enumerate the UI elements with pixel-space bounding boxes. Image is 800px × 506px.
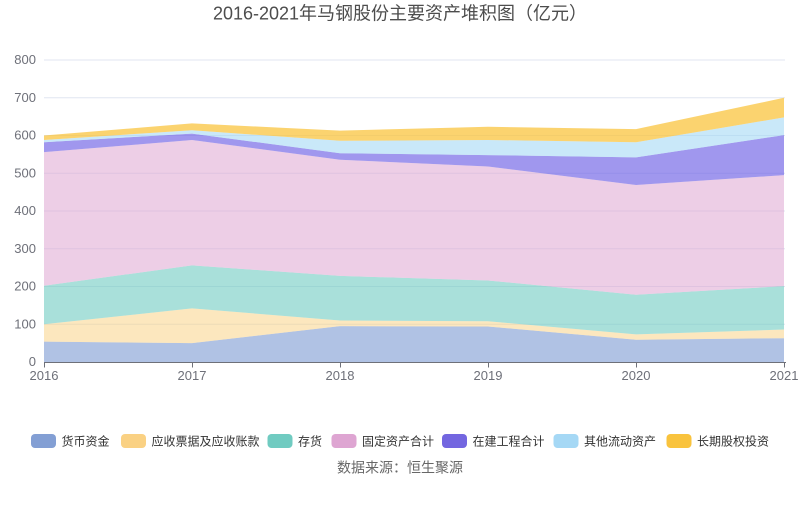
svg-text:400: 400 xyxy=(14,203,36,218)
svg-text:800: 800 xyxy=(14,52,36,67)
svg-text:在建工程合计: 在建工程合计 xyxy=(473,434,545,449)
svg-text:2021: 2021 xyxy=(770,368,799,383)
svg-text:500: 500 xyxy=(14,165,36,180)
svg-text:2018: 2018 xyxy=(326,368,355,383)
svg-text:2016-2021年马钢股份主要资产堆积图（亿元）: 2016-2021年马钢股份主要资产堆积图（亿元） xyxy=(213,4,587,24)
svg-text:300: 300 xyxy=(14,241,36,256)
svg-text:700: 700 xyxy=(14,90,36,105)
svg-text:长期股权投资: 长期股权投资 xyxy=(697,434,769,449)
svg-text:应收票据及应收账款: 应收票据及应收账款 xyxy=(152,434,260,449)
svg-text:600: 600 xyxy=(14,128,36,143)
svg-text:固定资产合计: 固定资产合计 xyxy=(362,434,434,449)
svg-text:2017: 2017 xyxy=(178,368,207,383)
svg-text:其他流动资产: 其他流动资产 xyxy=(584,435,656,449)
svg-text:货币资金: 货币资金 xyxy=(62,434,110,449)
svg-text:存货: 存货 xyxy=(298,434,322,449)
svg-text:0: 0 xyxy=(29,354,36,369)
svg-text:2020: 2020 xyxy=(622,368,651,383)
svg-text:200: 200 xyxy=(14,279,36,294)
svg-text:100: 100 xyxy=(14,316,36,331)
svg-text:数据来源：恒生聚源: 数据来源：恒生聚源 xyxy=(337,460,463,476)
svg-text:2016: 2016 xyxy=(30,368,59,383)
svg-text:2019: 2019 xyxy=(474,368,503,383)
